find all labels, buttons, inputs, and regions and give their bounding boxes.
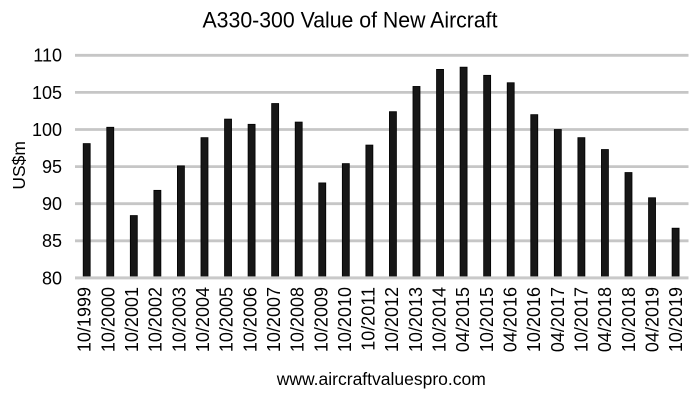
svg-text:A330-300 Value of New Aircraft: A330-300 Value of New Aircraft bbox=[203, 8, 498, 33]
svg-text:www.aircraftvaluespro.com: www.aircraftvaluespro.com bbox=[276, 369, 486, 389]
svg-text:10/2010: 10/2010 bbox=[335, 287, 355, 352]
svg-text:10/2006: 10/2006 bbox=[240, 287, 260, 352]
svg-text:10/2002: 10/2002 bbox=[146, 287, 166, 352]
svg-text:10/2015: 10/2015 bbox=[477, 287, 497, 352]
svg-text:10/2008: 10/2008 bbox=[288, 287, 308, 352]
svg-text:10/2017: 10/2017 bbox=[571, 287, 591, 352]
svg-text:04/2017: 04/2017 bbox=[548, 287, 568, 352]
svg-text:10/2000: 10/2000 bbox=[98, 287, 118, 352]
svg-text:10/2013: 10/2013 bbox=[406, 287, 426, 352]
svg-text:110: 110 bbox=[33, 46, 62, 66]
svg-text:10/2018: 10/2018 bbox=[619, 287, 639, 352]
svg-text:80: 80 bbox=[42, 268, 62, 288]
svg-text:10/2003: 10/2003 bbox=[169, 287, 189, 352]
svg-text:10/2009: 10/2009 bbox=[311, 287, 331, 352]
svg-text:04/2015: 04/2015 bbox=[453, 287, 473, 352]
svg-text:10/2014: 10/2014 bbox=[430, 287, 450, 352]
svg-text:10/2019: 10/2019 bbox=[666, 287, 686, 352]
svg-text:10/2012: 10/2012 bbox=[382, 287, 402, 352]
svg-text:10/2005: 10/2005 bbox=[217, 287, 237, 352]
svg-text:90: 90 bbox=[42, 194, 62, 214]
svg-text:10/2004: 10/2004 bbox=[193, 287, 213, 352]
svg-text:85: 85 bbox=[42, 231, 62, 251]
svg-text:10/2007: 10/2007 bbox=[264, 287, 284, 352]
svg-text:US$m: US$m bbox=[9, 141, 29, 190]
svg-text:100: 100 bbox=[32, 120, 62, 140]
svg-text:10/2001: 10/2001 bbox=[122, 287, 142, 352]
svg-text:04/2016: 04/2016 bbox=[501, 287, 521, 352]
svg-text:04/2018: 04/2018 bbox=[595, 287, 615, 352]
svg-text:105: 105 bbox=[32, 83, 62, 103]
svg-text:95: 95 bbox=[42, 157, 62, 177]
svg-text:04/2019: 04/2019 bbox=[642, 287, 662, 352]
svg-text:10/2016: 10/2016 bbox=[524, 287, 544, 352]
svg-text:10/2011: 10/2011 bbox=[359, 287, 379, 351]
svg-text:10/1999: 10/1999 bbox=[75, 287, 95, 352]
